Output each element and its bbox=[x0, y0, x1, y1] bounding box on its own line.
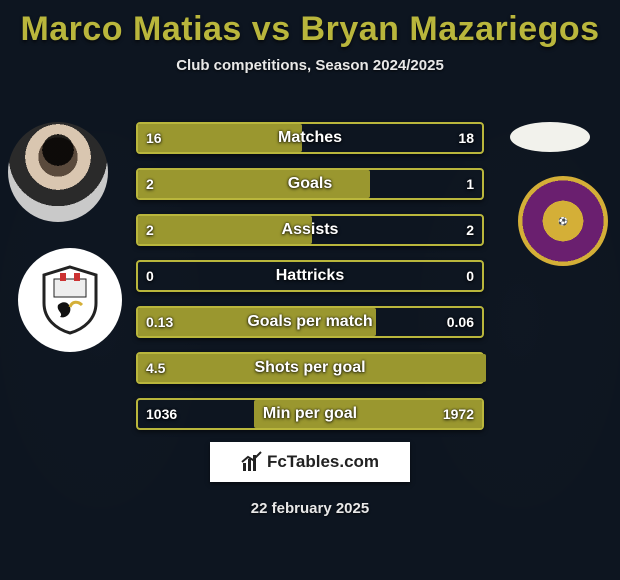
footer-brand-text: FcTables.com bbox=[267, 452, 379, 472]
stat-label: Matches bbox=[136, 122, 484, 154]
stat-row: 1618Matches bbox=[136, 122, 484, 154]
player1-club-logo bbox=[18, 248, 122, 352]
stat-label: Goals per match bbox=[136, 306, 484, 338]
player2-club-logo: ⚽ bbox=[518, 176, 608, 266]
stat-row: 00Hattricks bbox=[136, 260, 484, 292]
player1-avatar bbox=[8, 122, 108, 222]
footer-date: 22 february 2025 bbox=[0, 500, 620, 517]
player2-avatar bbox=[510, 122, 590, 152]
comparison-card: Marco Matias vs Bryan Mazariegos Club co… bbox=[0, 0, 620, 580]
club1-shield-icon bbox=[40, 265, 100, 335]
stat-label: Shots per goal bbox=[136, 352, 484, 384]
stat-row: 4.5Shots per goal bbox=[136, 352, 484, 384]
page-title: Marco Matias vs Bryan Mazariegos bbox=[0, 0, 620, 49]
stat-row: 0.130.06Goals per match bbox=[136, 306, 484, 338]
footer-brand: FcTables.com bbox=[210, 442, 410, 482]
stat-row: 22Assists bbox=[136, 214, 484, 246]
club2-badge-icon: ⚽ bbox=[558, 217, 568, 226]
stat-label: Hattricks bbox=[136, 260, 484, 292]
stat-label: Min per goal bbox=[136, 398, 484, 430]
stat-label: Assists bbox=[136, 214, 484, 246]
stat-row: 10361972Min per goal bbox=[136, 398, 484, 430]
stat-label: Goals bbox=[136, 168, 484, 200]
brand-chart-icon bbox=[241, 451, 263, 473]
stat-row: 21Goals bbox=[136, 168, 484, 200]
stat-bars: 1618Matches 21Goals 22Assists 00Hattricks 0.… bbox=[136, 122, 484, 444]
